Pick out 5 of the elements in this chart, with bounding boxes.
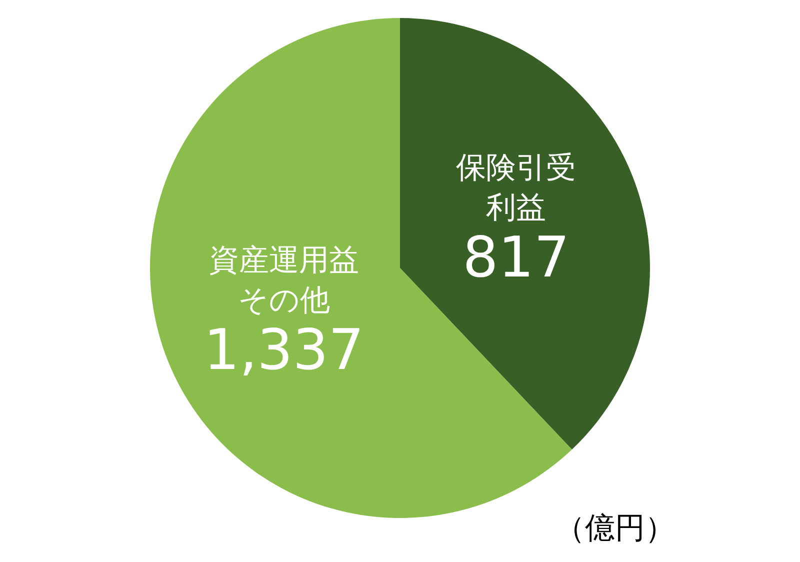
text: （億円） — [555, 510, 675, 546]
slice-label: 保険引受利益 — [456, 150, 576, 226]
data-label: 1,337 — [204, 318, 364, 383]
data-label: 817 — [462, 225, 570, 290]
slice-label: 資産運用益その他 — [208, 243, 359, 318]
